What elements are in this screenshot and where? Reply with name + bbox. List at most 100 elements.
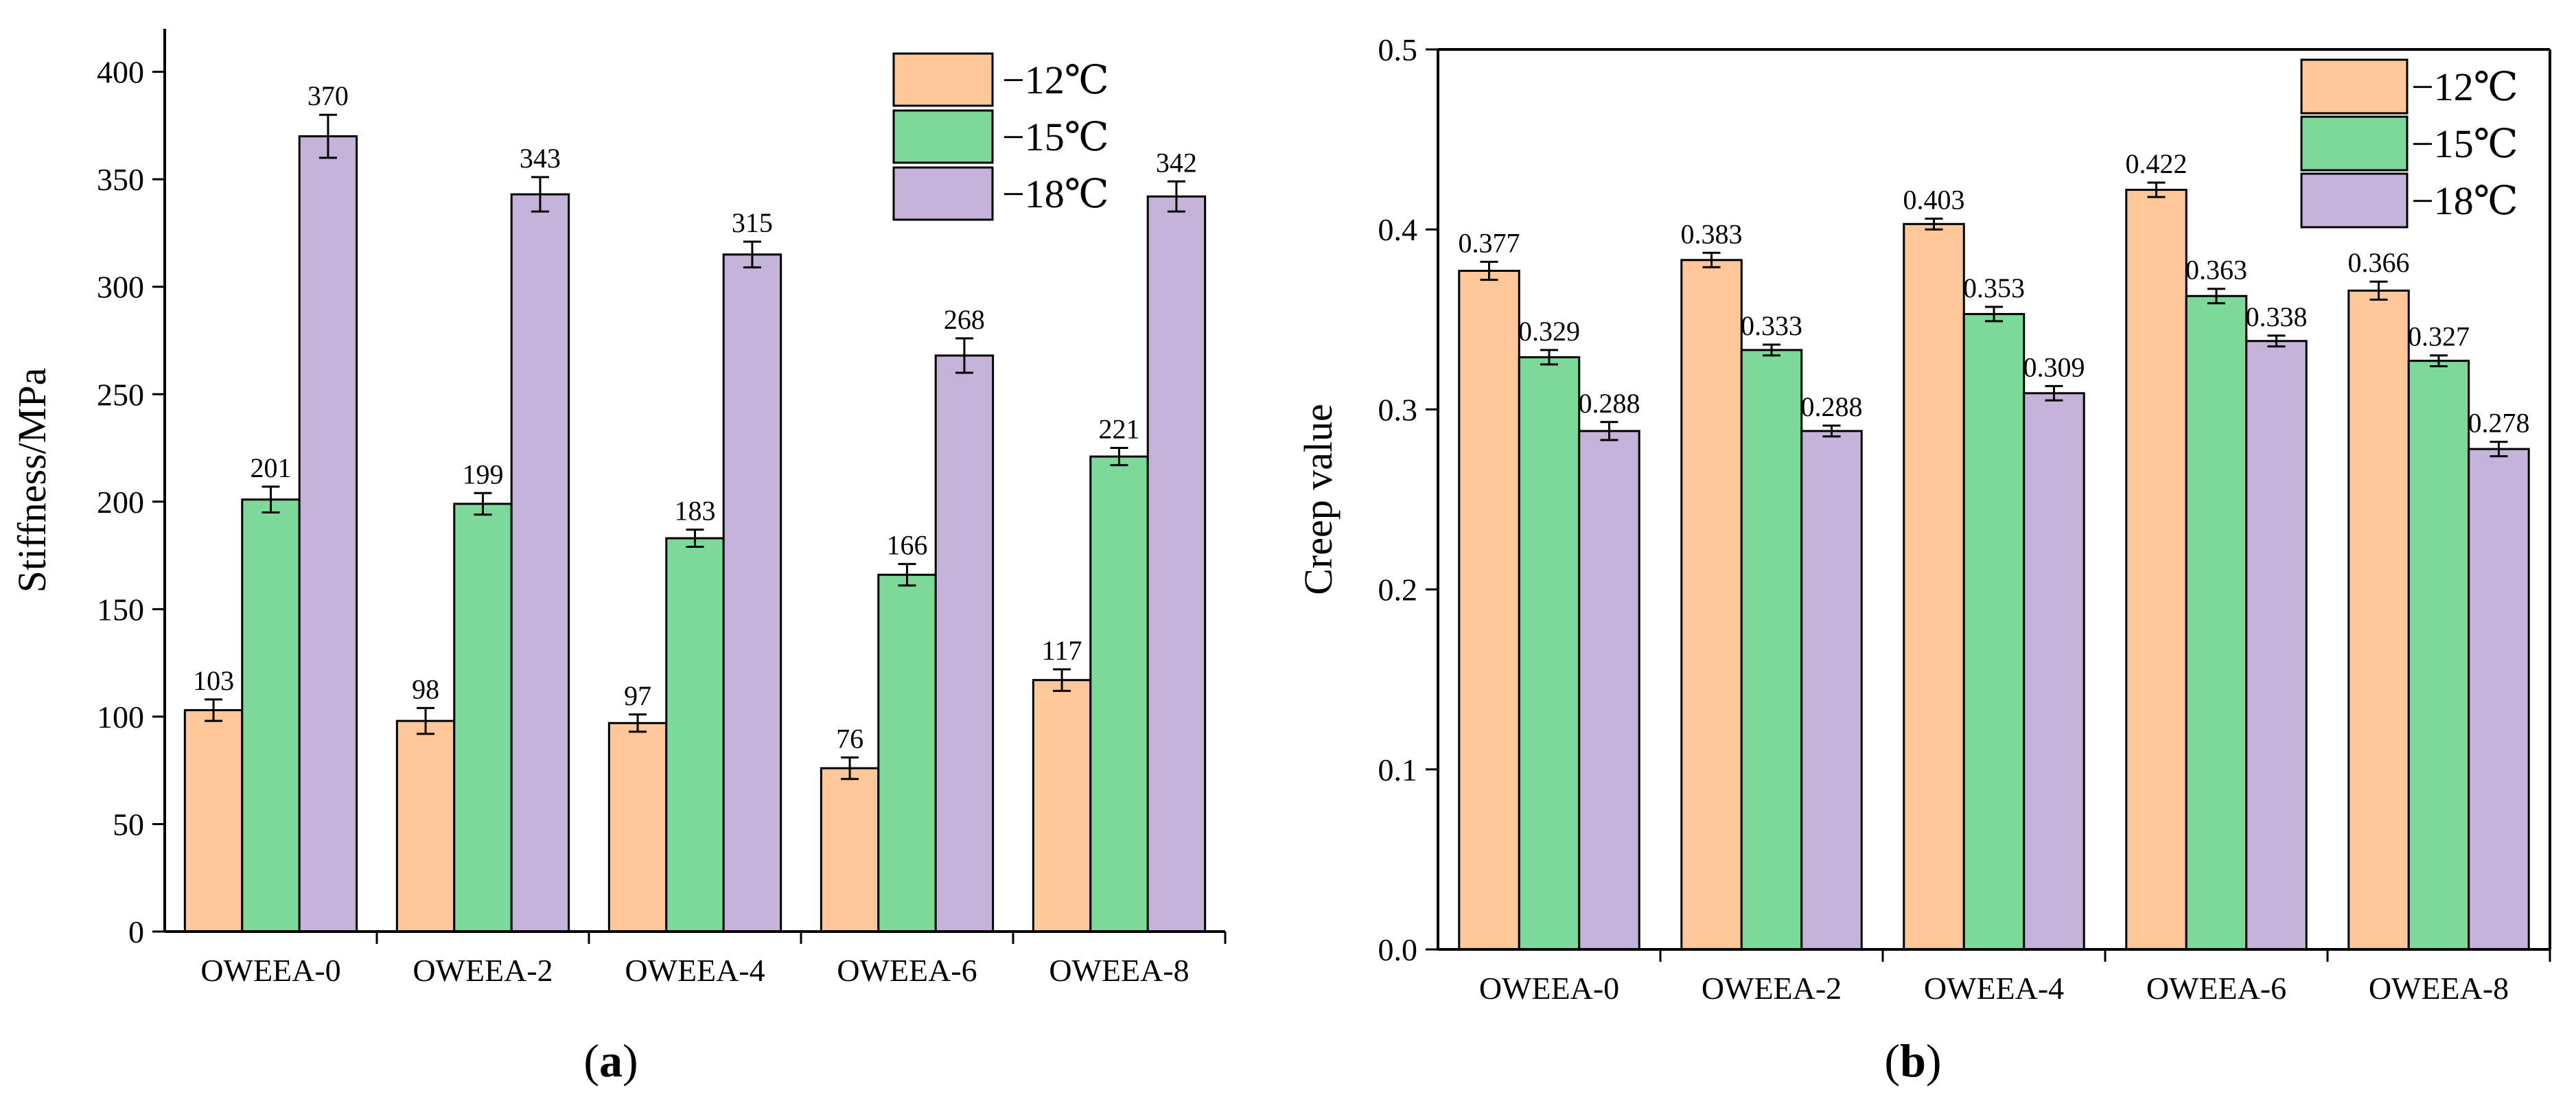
y-tick-label: 350 xyxy=(97,162,144,197)
panel-letter: a xyxy=(599,1035,623,1087)
data-label: 315 xyxy=(732,207,773,238)
data-label: 98 xyxy=(412,673,439,704)
x-tick-label: OWEEA-4 xyxy=(1924,971,2064,1006)
bar xyxy=(1680,259,1743,951)
data-label: 166 xyxy=(887,530,928,561)
legend-swatch xyxy=(892,109,994,164)
bar xyxy=(2468,448,2530,951)
y-tick-label: 150 xyxy=(97,592,144,627)
data-label: 0.353 xyxy=(1963,273,2025,303)
y-tick-label: 250 xyxy=(97,377,144,412)
bar xyxy=(2407,360,2470,951)
bar xyxy=(1962,312,2026,951)
x-tick-label: OWEEA-8 xyxy=(1049,953,1189,988)
data-label: 0.329 xyxy=(1518,316,1580,347)
legend-label: −18℃ xyxy=(2411,178,2518,223)
bar xyxy=(298,135,358,933)
legend-label: −12℃ xyxy=(2411,65,2518,109)
data-label: 0.403 xyxy=(1903,184,1965,215)
data-label: 0.338 xyxy=(2245,301,2307,332)
x-tick-label: OWEEA-2 xyxy=(413,953,553,988)
x-tick-label: OWEEA-6 xyxy=(2146,971,2286,1006)
y-axis-title: Stiffness/MPa xyxy=(10,368,54,593)
bar xyxy=(1032,679,1092,933)
bar xyxy=(1903,222,1965,951)
data-label: 342 xyxy=(1156,147,1197,178)
x-tick-label: OWEEA-8 xyxy=(2369,971,2509,1006)
data-label: 370 xyxy=(308,80,349,111)
y-tick-label: 0.5 xyxy=(1378,32,1418,67)
data-label: 343 xyxy=(520,143,561,174)
bar xyxy=(1800,430,1863,951)
data-label: 0.333 xyxy=(1741,310,1802,341)
data-label: 199 xyxy=(463,459,504,489)
data-label: 0.288 xyxy=(1800,391,1862,422)
y-tick-label: 200 xyxy=(97,485,144,520)
bar xyxy=(2185,295,2248,951)
bar xyxy=(2125,189,2188,951)
legend-label: −15℃ xyxy=(1002,115,1109,159)
data-label: 0.377 xyxy=(1459,227,1520,258)
x-tick-label: OWEEA-2 xyxy=(1702,971,1842,1006)
y-tick-label: 0.4 xyxy=(1378,212,1418,247)
bar xyxy=(877,573,937,933)
bar xyxy=(395,719,456,933)
data-label: 76 xyxy=(836,723,863,754)
data-label: 0.288 xyxy=(1578,388,1640,419)
bar xyxy=(722,253,782,933)
panel-label: (a) xyxy=(583,1035,638,1087)
y-tick-label: 300 xyxy=(97,270,144,305)
bar xyxy=(2023,392,2085,951)
bar xyxy=(1458,270,1520,951)
data-label: 97 xyxy=(624,680,651,711)
y-tick-label: 0.3 xyxy=(1378,392,1418,427)
y-axis-title: Creep value xyxy=(1296,404,1341,595)
bar xyxy=(820,767,880,933)
x-tick-label: OWEEA-6 xyxy=(837,953,977,988)
data-label: 103 xyxy=(193,665,234,696)
legend-label: −15℃ xyxy=(2411,122,2518,166)
bar xyxy=(2347,289,2410,951)
panel-a-stiffness-chart: 103 98 97 76 117 201 199 183 166 221 370 343 315 268 3… xyxy=(10,29,1227,1087)
data-label: 221 xyxy=(1099,414,1140,445)
x-tick-label: OWEEA-4 xyxy=(625,953,765,988)
data-label: 0.422 xyxy=(2126,148,2188,179)
data-label: 0.278 xyxy=(2468,408,2529,439)
y-tick-label: 100 xyxy=(97,700,144,735)
data-label: 0.309 xyxy=(2023,351,2085,382)
bar xyxy=(665,537,725,933)
data-label: 0.363 xyxy=(2185,255,2247,286)
bar xyxy=(453,503,513,933)
data-label: 117 xyxy=(1042,635,1082,666)
data-label: 0.366 xyxy=(2348,247,2410,278)
data-label: 183 xyxy=(675,496,716,527)
legend-swatch xyxy=(892,52,994,107)
data-label: 0.383 xyxy=(1681,218,1743,249)
y-tick-label: 50 xyxy=(113,807,144,842)
y-tick-label: 400 xyxy=(97,55,144,90)
bar xyxy=(934,354,995,933)
data-label: 268 xyxy=(944,304,985,335)
legend-label: −18℃ xyxy=(1002,172,1109,216)
x-tick-label: OWEEA-0 xyxy=(200,953,340,988)
panel-letter: b xyxy=(1900,1035,1926,1087)
data-label: 201 xyxy=(251,452,292,483)
y-tick-label: 0 xyxy=(128,914,144,949)
legend-label: −12℃ xyxy=(1002,58,1109,102)
bar xyxy=(1578,430,1640,951)
y-tick-label: 0.0 xyxy=(1378,932,1418,967)
bar xyxy=(1089,455,1149,933)
bar xyxy=(2245,340,2308,951)
y-tick-label: 0.2 xyxy=(1378,573,1418,608)
legend-swatch xyxy=(892,166,994,221)
legend-swatch xyxy=(2300,58,2409,115)
legend-swatch xyxy=(2300,115,2409,172)
bar xyxy=(183,709,244,933)
x-tick-label: OWEEA-0 xyxy=(1479,971,1619,1006)
data-label: 0.327 xyxy=(2408,321,2470,352)
bar xyxy=(1740,349,1803,951)
bar xyxy=(510,193,570,933)
panel-label: (b) xyxy=(1884,1035,1941,1087)
bar xyxy=(1146,195,1207,933)
